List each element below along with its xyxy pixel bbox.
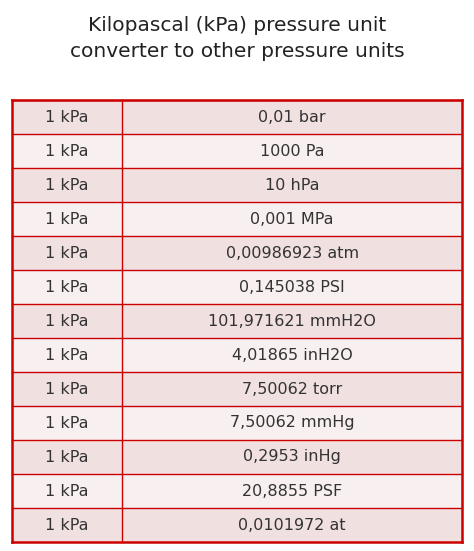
Bar [12, 338, 122, 372]
Bar [122, 440, 462, 474]
Bar [12, 202, 122, 236]
Bar [122, 236, 462, 270]
Bar [122, 202, 462, 236]
Text: 0,0101972 at: 0,0101972 at [238, 517, 346, 532]
Text: 1 kPa: 1 kPa [46, 110, 89, 125]
Bar [122, 100, 462, 134]
Text: converter to other pressure units: converter to other pressure units [70, 42, 404, 61]
Text: 0,2953 inHg: 0,2953 inHg [243, 450, 341, 464]
Bar [12, 236, 122, 270]
Bar [122, 134, 462, 168]
Bar [12, 134, 122, 168]
Bar [122, 338, 462, 372]
Text: 1 kPa: 1 kPa [46, 177, 89, 192]
Text: 1 kPa: 1 kPa [46, 143, 89, 159]
Text: 1 kPa: 1 kPa [46, 415, 89, 430]
Text: Kilopascal (kPa) pressure unit: Kilopascal (kPa) pressure unit [88, 16, 386, 35]
Text: 1 kPa: 1 kPa [46, 517, 89, 532]
Text: 0,00986923 atm: 0,00986923 atm [226, 246, 359, 261]
Bar [12, 474, 122, 508]
Bar [122, 168, 462, 202]
Bar [122, 372, 462, 406]
Text: 0,145038 PSI: 0,145038 PSI [239, 279, 345, 294]
Text: 1000 Pa: 1000 Pa [260, 143, 324, 159]
Text: 1 kPa: 1 kPa [46, 450, 89, 464]
Text: 1 kPa: 1 kPa [46, 314, 89, 328]
Text: 1 kPa: 1 kPa [46, 483, 89, 499]
Text: 10 hPa: 10 hPa [265, 177, 319, 192]
Bar [12, 100, 122, 134]
Text: 101,971621 mmH2O: 101,971621 mmH2O [208, 314, 376, 328]
Text: 7,50062 torr: 7,50062 torr [242, 381, 342, 397]
Bar [122, 406, 462, 440]
Bar [12, 372, 122, 406]
Bar [12, 304, 122, 338]
Text: 1 kPa: 1 kPa [46, 381, 89, 397]
Bar [122, 270, 462, 304]
Text: 1 kPa: 1 kPa [46, 279, 89, 294]
Text: 0,01 bar: 0,01 bar [258, 110, 326, 125]
Bar [122, 304, 462, 338]
Text: 20,8855 PSF: 20,8855 PSF [242, 483, 342, 499]
Bar [12, 168, 122, 202]
Text: 7,50062 mmHg: 7,50062 mmHg [230, 415, 355, 430]
Bar [12, 440, 122, 474]
Bar [12, 508, 122, 542]
Text: 0,001 MPa: 0,001 MPa [250, 212, 334, 226]
Bar [122, 508, 462, 542]
Text: 1 kPa: 1 kPa [46, 212, 89, 226]
Bar [12, 270, 122, 304]
Text: 1 kPa: 1 kPa [46, 348, 89, 363]
Text: 1 kPa: 1 kPa [46, 246, 89, 261]
Bar [122, 474, 462, 508]
Bar [12, 406, 122, 440]
Text: 4,01865 inH2O: 4,01865 inH2O [232, 348, 353, 363]
